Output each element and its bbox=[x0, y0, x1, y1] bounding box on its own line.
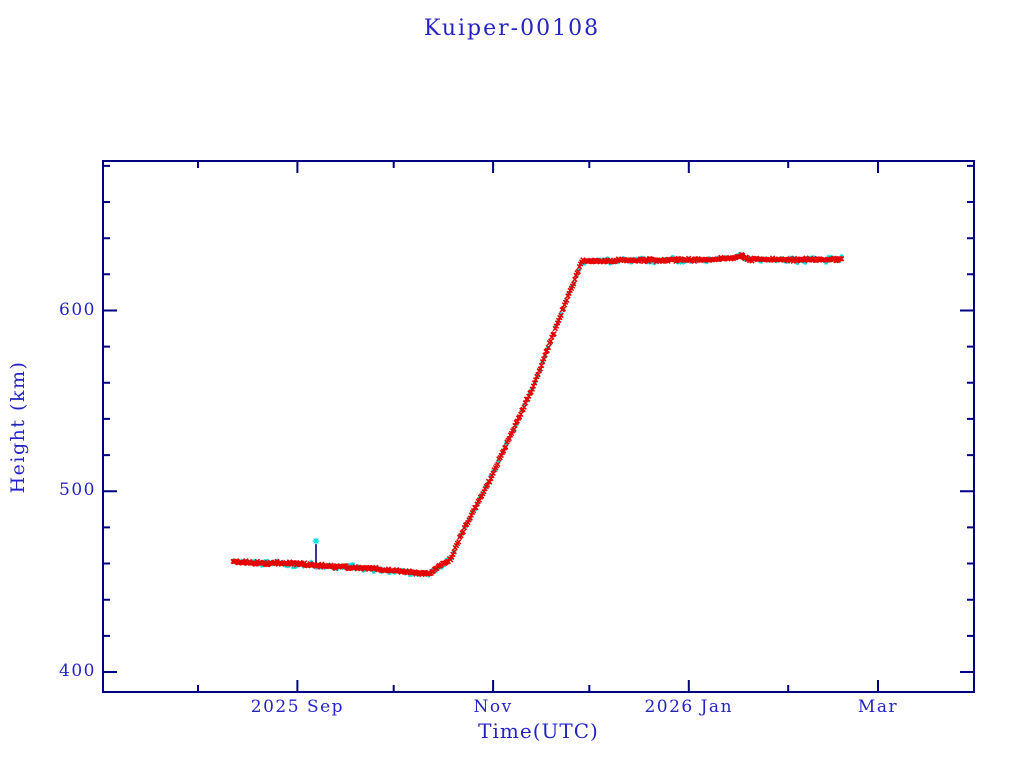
x-tick-label: Nov bbox=[473, 697, 513, 717]
series-red bbox=[230, 251, 845, 578]
x-tick-label: 2026 Jan bbox=[644, 697, 734, 717]
y-tick-label: 400 bbox=[59, 661, 96, 681]
y-tick-label: 500 bbox=[59, 480, 96, 501]
x-tick-label: Mar bbox=[857, 697, 899, 717]
axis-ticks bbox=[103, 161, 974, 692]
x-axis-label: Time(UTC) bbox=[478, 719, 599, 743]
x-tick-label: 2025 Sep bbox=[250, 697, 345, 717]
y-tick-label: 600 bbox=[59, 299, 96, 320]
chart-title: Kuiper-00108 bbox=[423, 16, 601, 41]
plot-frame bbox=[102, 160, 975, 693]
series-cyan bbox=[230, 251, 845, 578]
